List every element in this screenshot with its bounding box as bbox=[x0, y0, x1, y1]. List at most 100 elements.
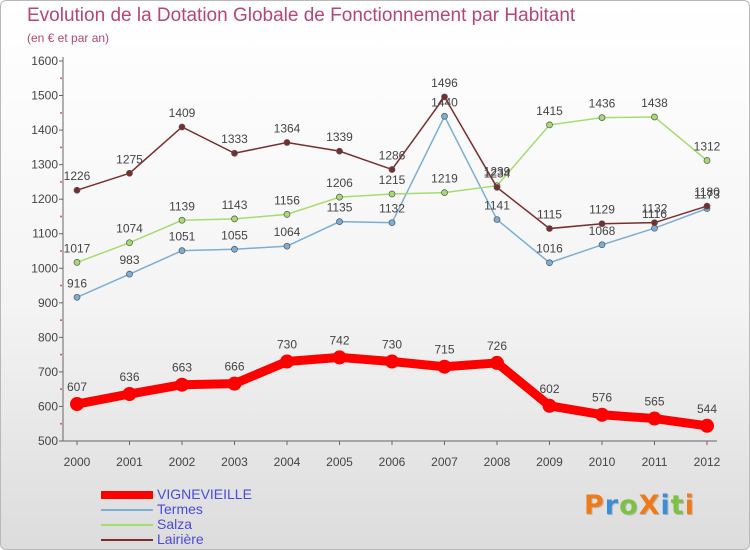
data-point-salza bbox=[231, 215, 238, 223]
data-point-salza bbox=[546, 121, 553, 129]
logo-letter: X bbox=[638, 490, 661, 521]
data-point-salza bbox=[703, 157, 711, 164]
data-point-termes bbox=[441, 112, 448, 120]
data-point-vignevieille bbox=[542, 398, 557, 413]
x-tick-label-2006: 2006 bbox=[379, 455, 406, 469]
data-label-lairie-re: 1234 bbox=[484, 166, 511, 180]
data-label-salza: 1017 bbox=[64, 241, 91, 255]
logo-letter: P bbox=[584, 490, 605, 521]
x-tick-label-2001: 2001 bbox=[116, 455, 143, 469]
legend-swatch-lairiere bbox=[101, 539, 153, 541]
x-tick-label-2012: 2012 bbox=[694, 455, 721, 469]
x-tick-label-2003: 2003 bbox=[221, 455, 248, 469]
y-minor-tick bbox=[60, 77, 62, 80]
data-point-salza bbox=[651, 113, 658, 121]
data-point-vignevieille bbox=[437, 359, 452, 374]
data-point-lairie-re bbox=[703, 202, 711, 210]
data-point-vignevieille bbox=[700, 418, 714, 433]
chart-subtitle: (en € et par an) bbox=[27, 31, 110, 45]
x-tick-label-2002: 2002 bbox=[169, 455, 196, 469]
logo-letter: r bbox=[604, 490, 620, 521]
data-label-termes: 1440 bbox=[431, 95, 458, 109]
data-point-termes bbox=[651, 224, 658, 232]
data-point-salza bbox=[598, 114, 606, 122]
data-label-salza: 1438 bbox=[641, 96, 668, 110]
series-layer bbox=[70, 93, 714, 433]
data-point-lairie-re bbox=[126, 169, 133, 177]
data-label-termes: 1116 bbox=[642, 207, 667, 221]
data-label-salza: 1139 bbox=[169, 199, 195, 213]
data-point-vignevieille bbox=[332, 350, 347, 365]
data-point-lairie-re bbox=[73, 186, 81, 194]
data-point-vignevieille bbox=[647, 411, 662, 426]
y-minor-tick bbox=[60, 319, 62, 322]
data-point-salza bbox=[441, 189, 448, 196]
data-label-termes: 1055 bbox=[221, 228, 248, 242]
data-label-salza: 1215 bbox=[379, 173, 406, 187]
data-label-termes: 1068 bbox=[589, 224, 616, 238]
data-label-termes: 1132 bbox=[379, 202, 405, 216]
data-point-lairie-re bbox=[388, 166, 396, 173]
data-label-salza: 1312 bbox=[694, 139, 721, 153]
data-label-vignevieille: 730 bbox=[277, 338, 297, 352]
y-tick-label-800: 800 bbox=[38, 330, 58, 344]
data-point-salza bbox=[178, 216, 186, 224]
data-label-vignevieille: 742 bbox=[329, 333, 349, 347]
y-minor-tick bbox=[60, 146, 62, 149]
data-label-vignevieille: 726 bbox=[487, 339, 507, 353]
data-point-termes bbox=[231, 245, 238, 253]
axes: 500 600 700 800 900 1000 1100 1200 1300 1400 1500 1… bbox=[31, 54, 720, 469]
y-tick-label-1600: 1600 bbox=[31, 54, 58, 68]
data-point-lairie-re bbox=[231, 149, 238, 157]
series-salza bbox=[73, 113, 711, 266]
data-point-termes bbox=[178, 247, 186, 255]
legend-label-termes: Termes bbox=[157, 501, 203, 517]
data-point-vignevieille bbox=[227, 376, 242, 391]
data-point-termes bbox=[73, 293, 81, 301]
y-minor-tick bbox=[60, 215, 62, 218]
data-label-vignevieille: 544 bbox=[697, 402, 717, 416]
y-tick-label-500: 500 bbox=[38, 434, 58, 448]
data-point-vignevieille bbox=[385, 354, 399, 369]
x-tick-label-2009: 2009 bbox=[536, 455, 563, 469]
y-minor-tick bbox=[60, 284, 62, 287]
x-tick-label-2007: 2007 bbox=[431, 455, 458, 469]
data-labels: 916 983 1051 1055 1064 1135 1132 1440 1141 1016 10… bbox=[64, 76, 721, 416]
data-point-salza bbox=[336, 193, 343, 201]
data-label-termes: 1016 bbox=[536, 242, 563, 256]
data-label-vignevieille: 666 bbox=[224, 360, 244, 374]
data-point-salza bbox=[73, 259, 81, 266]
x-tick-label-2008: 2008 bbox=[484, 455, 511, 469]
data-label-termes: 1135 bbox=[327, 201, 353, 215]
series-vignevieille bbox=[70, 350, 714, 433]
data-label-lairie-re: 1180 bbox=[694, 185, 720, 199]
data-point-lairie-re bbox=[178, 123, 186, 131]
x-tick-label-2010: 2010 bbox=[589, 455, 616, 469]
data-label-termes: 1173 bbox=[694, 188, 720, 202]
data-point-vignevieille bbox=[175, 377, 189, 392]
logo-letter: o bbox=[619, 490, 639, 521]
logo-letter: i bbox=[684, 490, 695, 521]
legend-label-salza: Salza bbox=[157, 516, 193, 532]
data-label-termes: 1141 bbox=[484, 199, 510, 213]
data-label-termes: 1051 bbox=[169, 230, 196, 244]
y-tick-label-1500: 1500 bbox=[31, 89, 58, 103]
data-point-salza bbox=[126, 239, 133, 247]
data-label-vignevieille: 607 bbox=[67, 380, 87, 394]
data-label-lairie-re: 1286 bbox=[379, 148, 406, 162]
data-label-vignevieille: 730 bbox=[382, 338, 402, 352]
x-tick-label-2011: 2011 bbox=[642, 455, 668, 469]
data-point-lairie-re bbox=[598, 220, 606, 228]
y-minor-tick bbox=[60, 353, 62, 356]
y-tick-label-600: 600 bbox=[38, 399, 58, 413]
data-label-salza: 1206 bbox=[326, 176, 353, 190]
x-tick-label-2005: 2005 bbox=[326, 455, 353, 469]
data-label-lairie-re: 1129 bbox=[589, 203, 615, 217]
data-label-lairie-re: 1132 bbox=[642, 202, 668, 216]
data-point-vignevieille bbox=[122, 387, 137, 402]
y-tick-label-1400: 1400 bbox=[31, 123, 58, 137]
y-tick-label-1000: 1000 bbox=[31, 261, 58, 275]
data-label-salza: 1239 bbox=[484, 165, 511, 179]
